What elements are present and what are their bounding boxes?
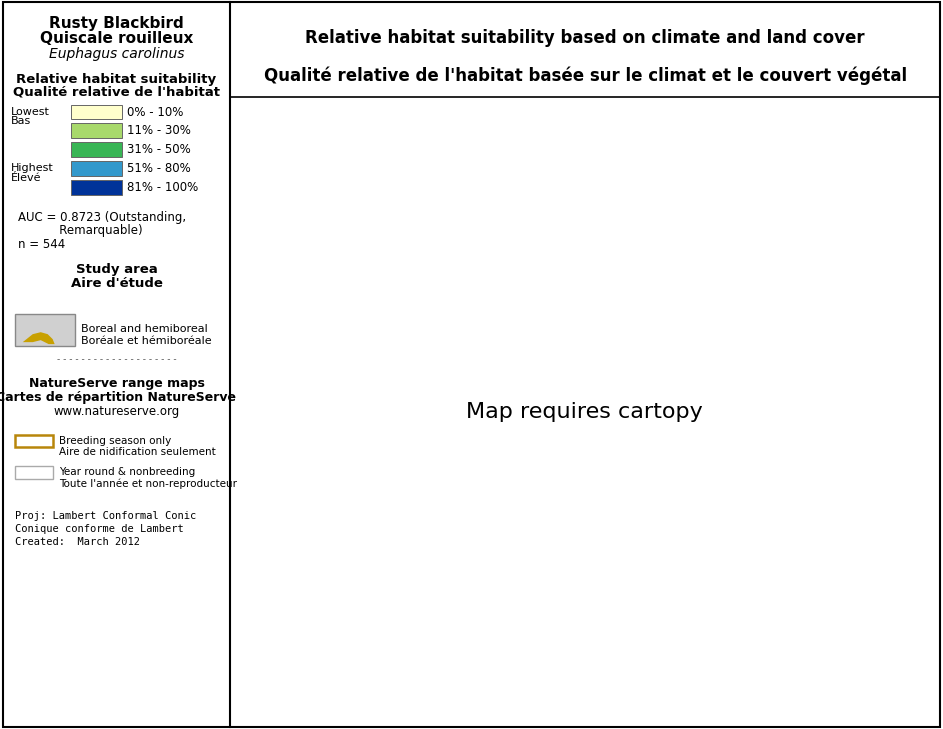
Text: NatureServe range maps: NatureServe range maps — [28, 377, 205, 390]
Text: n = 544: n = 544 — [18, 238, 65, 251]
Text: - - - - - - - - - - - - - - - - - - - -: - - - - - - - - - - - - - - - - - - - - — [57, 354, 176, 364]
Text: Lowest: Lowest — [10, 106, 50, 117]
Bar — [71, 180, 123, 195]
Text: Created:  March 2012: Created: March 2012 — [15, 537, 140, 547]
Text: 11% - 30%: 11% - 30% — [127, 125, 191, 137]
Text: Breeding season only: Breeding season only — [58, 435, 171, 445]
Polygon shape — [23, 332, 55, 344]
Text: Year round & nonbreeding: Year round & nonbreeding — [58, 467, 195, 477]
Text: 51% - 80%: 51% - 80% — [127, 162, 191, 175]
Text: Qualité relative de l'habitat basée sur le climat et le couvert végétal: Qualité relative de l'habitat basée sur … — [264, 66, 906, 85]
Text: Conique conforme de Lambert: Conique conforme de Lambert — [15, 524, 184, 534]
Text: Relative habitat suitability based on climate and land cover: Relative habitat suitability based on cl… — [306, 28, 865, 47]
Text: Remarquable): Remarquable) — [18, 224, 142, 237]
Text: Élevé: Élevé — [10, 174, 41, 183]
Bar — [71, 104, 123, 120]
Text: Aire de nidification seulement: Aire de nidification seulement — [58, 446, 215, 456]
Bar — [15, 467, 53, 479]
Bar — [71, 142, 123, 157]
Text: Boréale et hémiboréale: Boréale et hémiboréale — [80, 336, 211, 346]
Text: Cartes de répartition NatureServe: Cartes de répartition NatureServe — [0, 391, 237, 404]
Text: Map requires cartopy: Map requires cartopy — [466, 402, 703, 422]
Bar — [15, 434, 53, 448]
Text: Rusty Blackbird: Rusty Blackbird — [49, 16, 184, 31]
Text: Euphagus carolinus: Euphagus carolinus — [49, 47, 184, 61]
Text: Toute l'année et non-reproducteur: Toute l'année et non-reproducteur — [58, 478, 237, 489]
Text: Relative habitat suitability: Relative habitat suitability — [16, 73, 217, 86]
Bar — [71, 123, 123, 139]
Text: 0% - 10%: 0% - 10% — [127, 106, 184, 119]
Text: Qualité relative de l'habitat: Qualité relative de l'habitat — [13, 86, 220, 98]
Text: Highest: Highest — [10, 163, 54, 174]
Text: Quiscale rouilleux: Quiscale rouilleux — [40, 31, 193, 46]
Bar — [15, 314, 74, 346]
Text: AUC = 0.8723 (Outstanding,: AUC = 0.8723 (Outstanding, — [18, 211, 186, 224]
Bar — [71, 161, 123, 176]
Text: 31% - 50%: 31% - 50% — [127, 144, 191, 156]
Text: Aire d'étude: Aire d'étude — [71, 276, 162, 289]
Text: Bas: Bas — [10, 117, 31, 127]
Text: www.natureserve.org: www.natureserve.org — [54, 405, 179, 418]
Text: Boreal and hemiboreal: Boreal and hemiboreal — [80, 324, 207, 334]
Text: Proj: Lambert Conformal Conic: Proj: Lambert Conformal Conic — [15, 511, 196, 521]
Text: 81% - 100%: 81% - 100% — [127, 181, 199, 194]
Text: Study area: Study area — [75, 262, 157, 276]
